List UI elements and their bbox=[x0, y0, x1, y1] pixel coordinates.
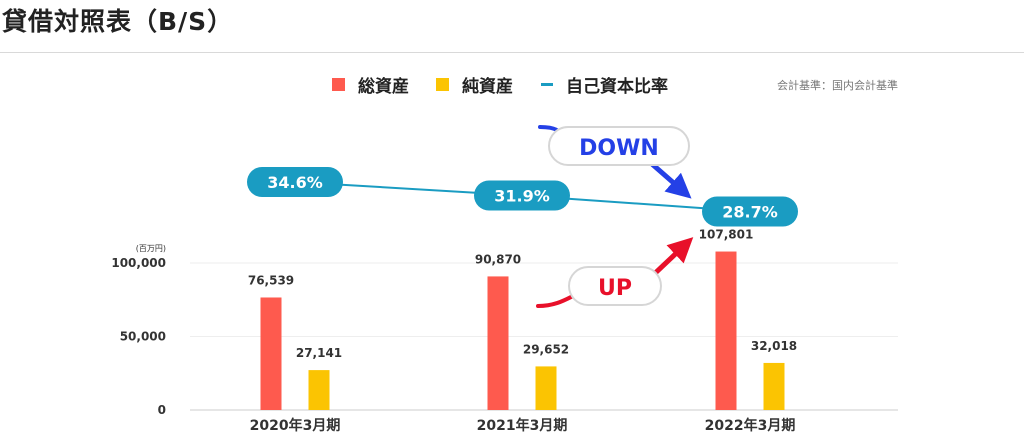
legend-label-equity-ratio: 自己資本比率 bbox=[566, 76, 668, 97]
total-assets-bar bbox=[715, 251, 737, 410]
net-assets-value-label: 27,141 bbox=[296, 346, 342, 360]
y-tick-label: 0 bbox=[158, 403, 166, 417]
equity-ratio-pill bbox=[702, 196, 798, 227]
total-assets-bar bbox=[260, 297, 282, 410]
equity-ratio-value-label: 31.9% bbox=[494, 187, 550, 206]
down-annotation: DOWN bbox=[538, 125, 692, 199]
y-tick-label: 100,000 bbox=[111, 256, 166, 270]
net-assets-value-label: 32,018 bbox=[751, 339, 797, 353]
equity-ratio-value-label: 34.6% bbox=[267, 173, 323, 192]
equity-ratio-layer: 34.6% 31.9% 28.7% bbox=[247, 167, 798, 227]
down-callout-text: DOWN bbox=[579, 136, 659, 161]
total-assets-value-label: 90,870 bbox=[475, 252, 521, 266]
x-category-label: 2021年3月期 bbox=[477, 417, 568, 434]
x-category-label: 2022年3月期 bbox=[705, 417, 796, 434]
up-callout-text: UP bbox=[598, 276, 632, 301]
total-assets-value-label: 76,539 bbox=[248, 273, 294, 287]
legend-swatch-equity-ratio bbox=[541, 83, 553, 86]
up-annotation: UP bbox=[536, 237, 694, 308]
y-tick-label: 50,000 bbox=[120, 330, 166, 344]
equity-ratio-pill bbox=[247, 167, 343, 197]
equity-ratio-pill bbox=[474, 180, 570, 211]
category-labels: 2020年3月期 2021年3月期 2022年3月期 bbox=[250, 417, 796, 434]
net-assets-bar bbox=[308, 370, 330, 410]
legend-swatch-total-assets bbox=[332, 78, 345, 91]
net-assets-bar bbox=[763, 362, 785, 410]
up-callout-bubble bbox=[568, 266, 662, 306]
page-title: 貸借対照表（B/S） bbox=[2, 7, 234, 36]
accounting-standard-note: 会計基準：国内会計基準 bbox=[777, 78, 898, 92]
y-axis-unit-label: (百万円) bbox=[136, 244, 166, 253]
legend-swatch-net-assets bbox=[436, 78, 449, 91]
total-assets-bar bbox=[487, 276, 509, 410]
total-assets-value-label: 107,801 bbox=[699, 228, 754, 242]
legend-label-total-assets: 総資産 bbox=[358, 76, 409, 97]
down-callout-bubble bbox=[548, 126, 690, 166]
net-assets-value-label: 29,652 bbox=[523, 342, 569, 356]
net-assets-bar bbox=[535, 366, 557, 410]
equity-ratio-value-label: 28.7% bbox=[722, 203, 778, 222]
up-arrow-tail bbox=[536, 293, 577, 308]
title-divider bbox=[0, 52, 1024, 53]
down-arrow bbox=[650, 162, 692, 199]
bars-layer: 76,539 90,870 107,801 27,141 29,652 32,018 bbox=[248, 228, 797, 410]
legend-label-net-assets: 純資産 bbox=[462, 76, 513, 97]
x-category-label: 2020年3月期 bbox=[250, 417, 341, 434]
